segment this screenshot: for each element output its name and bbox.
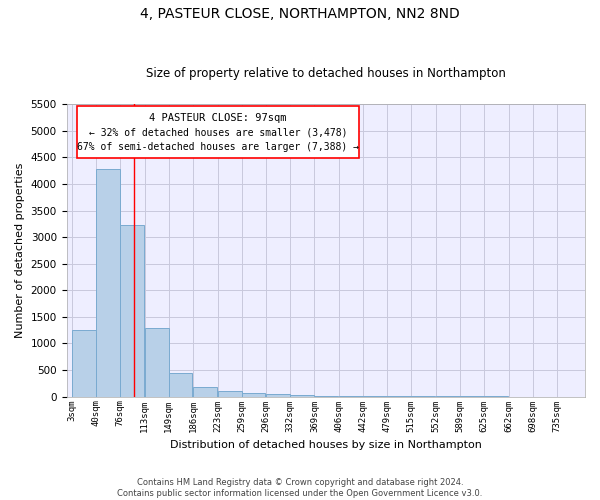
Bar [193,388,217,396]
Y-axis label: Number of detached properties: Number of detached properties [15,163,25,338]
Bar [218,392,242,396]
FancyBboxPatch shape [77,106,359,158]
Text: Contains HM Land Registry data © Crown copyright and database right 2024.
Contai: Contains HM Land Registry data © Crown c… [118,478,482,498]
Bar [266,394,290,396]
Text: 4 PASTEUR CLOSE: 97sqm: 4 PASTEUR CLOSE: 97sqm [149,113,287,123]
Bar [120,225,144,396]
Bar [169,372,193,396]
Text: 67% of semi-detached houses are larger (7,388) →: 67% of semi-detached houses are larger (… [77,142,359,152]
Bar [72,330,96,396]
Title: Size of property relative to detached houses in Northampton: Size of property relative to detached ho… [146,66,506,80]
Bar [97,169,120,396]
X-axis label: Distribution of detached houses by size in Northampton: Distribution of detached houses by size … [170,440,482,450]
Bar [242,392,265,396]
Bar [290,395,314,396]
Text: 4, PASTEUR CLOSE, NORTHAMPTON, NN2 8ND: 4, PASTEUR CLOSE, NORTHAMPTON, NN2 8ND [140,8,460,22]
Bar [145,328,169,396]
Text: ← 32% of detached houses are smaller (3,478): ← 32% of detached houses are smaller (3,… [89,128,347,138]
